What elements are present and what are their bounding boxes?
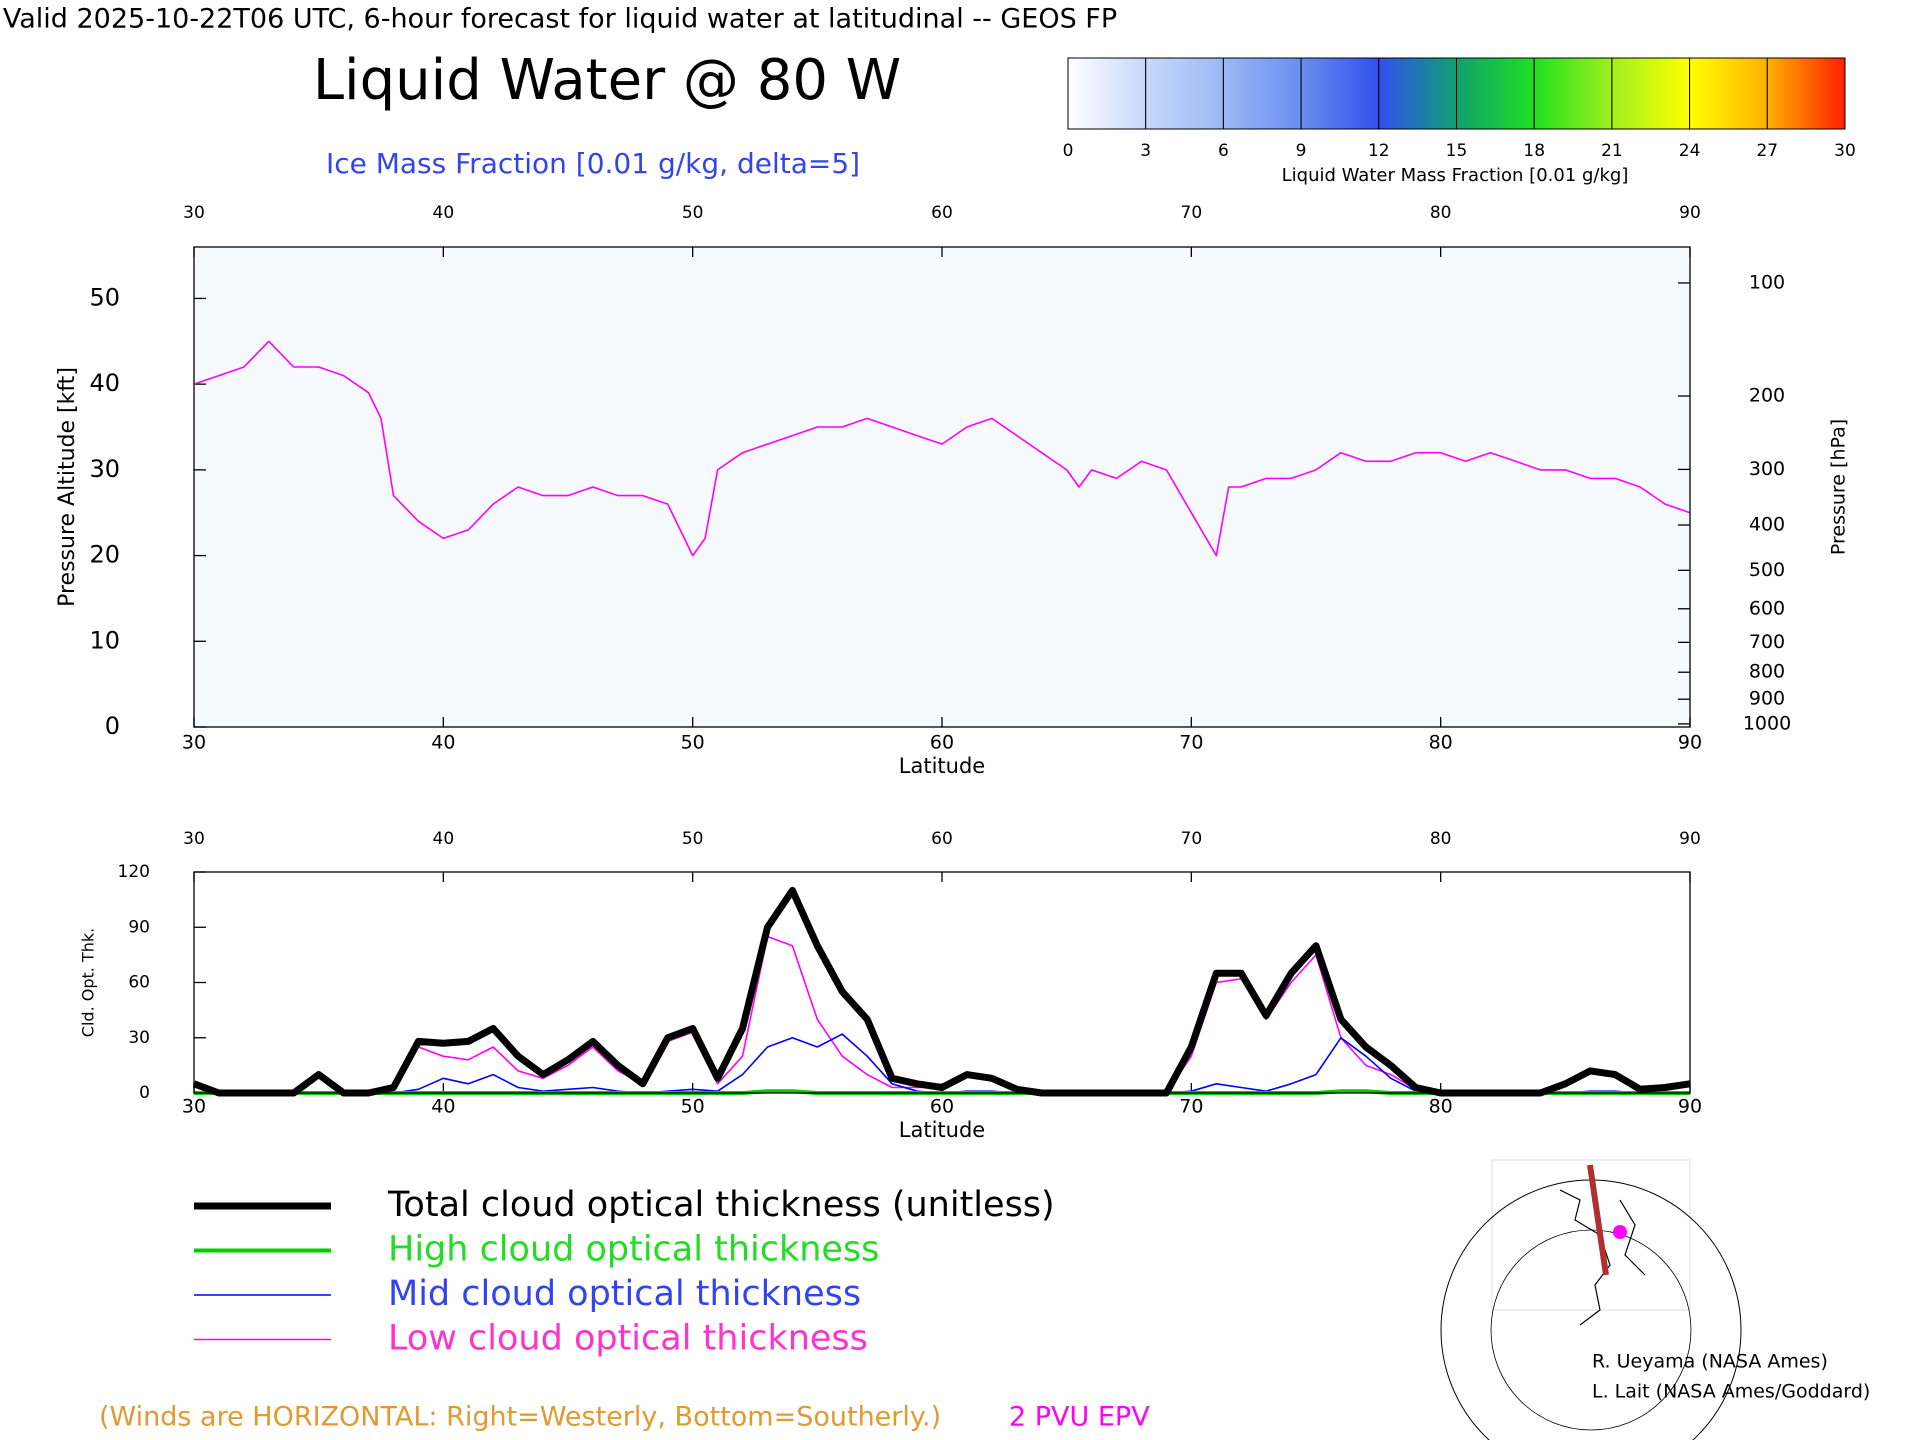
y2-tick-label: 1000 [1743, 712, 1791, 734]
contour-label: Ice Mass Fraction [0.01 g/kg, delta=5] [326, 147, 860, 180]
x-tick-label: 60 [930, 732, 954, 754]
colorbar-segment [1611, 57, 1691, 130]
x-tick-label-top: 30 [183, 829, 205, 849]
x-tick-label: 90 [1678, 732, 1702, 754]
plot-frame [193, 871, 1691, 1094]
wind-note: (Winds are HORIZONTAL: Right=Westerly, B… [99, 1402, 941, 1433]
plot-area [194, 872, 1690, 1093]
legend-label: Mid cloud optical thickness [388, 1274, 861, 1314]
x-tick-label: 70 [1179, 1096, 1203, 1118]
colorbar-segment [1378, 57, 1458, 130]
y2-tick-label: 100 [1749, 271, 1785, 293]
y2-tick-label: 300 [1749, 458, 1785, 480]
y-tick-label: 90 [128, 917, 150, 937]
legend-label: High cloud optical thickness [388, 1230, 879, 1270]
epv-label: 2 PVU EPV [1009, 1402, 1150, 1433]
x-tick-label: 60 [930, 1096, 954, 1118]
credit: R. Ueyama (NASA Ames) [1592, 1351, 1828, 1373]
x-tick-label-top: 70 [1181, 829, 1203, 849]
colorbar-tick-label: 6 [1218, 141, 1229, 161]
x-tick-label-top: 70 [1181, 203, 1203, 223]
colorbar-tick-label: 15 [1446, 141, 1468, 161]
y-axis-label: Cld. Opt. Thk. [79, 928, 98, 1037]
x-tick-label: 50 [681, 732, 705, 754]
plot-area [194, 247, 1690, 727]
x-tick-label-top: 40 [433, 829, 455, 849]
y-tick-label: 30 [128, 1028, 150, 1048]
colorbar-segment [1766, 57, 1846, 130]
colorbar-segment [1533, 57, 1613, 130]
x-tick-label-top: 50 [682, 829, 704, 849]
y-tick-label: 120 [118, 862, 150, 882]
legend-label: Total cloud optical thickness (unitless) [387, 1185, 1055, 1225]
x-tick-label: 40 [431, 1096, 455, 1118]
x-tick-label-top: 50 [682, 203, 704, 223]
x-tick-label: 50 [681, 1096, 705, 1118]
colorbar-tick-label: 9 [1296, 141, 1307, 161]
colorbar-tick-label: 21 [1601, 141, 1623, 161]
x-tick-label-top: 30 [183, 203, 205, 223]
plot-frame [193, 246, 1691, 728]
x-tick-label: 80 [1429, 732, 1453, 754]
colorbar-segment [1145, 57, 1224, 130]
x-tick-label-top: 80 [1430, 829, 1452, 849]
y-tick-label: 10 [89, 626, 120, 654]
x-tick-label: 40 [431, 732, 455, 754]
map-section [1587, 1164, 1609, 1276]
y2-tick-label: 800 [1749, 661, 1785, 683]
y-tick-label: 20 [89, 541, 120, 569]
colorbar-tick-label: 12 [1368, 141, 1390, 161]
x-tick-label-top: 80 [1430, 203, 1452, 223]
locator-map [1440, 1159, 1742, 1440]
x-tick-label-top: 60 [931, 829, 953, 849]
x-axis-label: Latitude [899, 1118, 985, 1142]
x-tick-label-top: 90 [1679, 203, 1701, 223]
y-tick-label: 50 [89, 283, 120, 311]
colorbar-segment [1456, 57, 1535, 130]
map-frame [1491, 1159, 1691, 1311]
y2-tick-label: 200 [1749, 385, 1785, 407]
x-tick-label: 30 [182, 1096, 206, 1118]
page-title: Valid 2025-10-22T06 UTC, 6-hour forecast… [3, 4, 1117, 35]
legend-label: Low cloud optical thickness [388, 1319, 868, 1359]
colorbar-tick-label: 24 [1679, 141, 1701, 161]
colorbar-tick-label: 0 [1063, 141, 1074, 161]
y2-tick-label: 600 [1749, 597, 1785, 619]
y-tick-label: 30 [89, 455, 120, 483]
x-tick-label: 80 [1429, 1096, 1453, 1118]
y-tick-label: 60 [128, 973, 150, 993]
x-tick-label: 70 [1179, 732, 1203, 754]
colorbar-tick-label: 3 [1140, 141, 1151, 161]
x-tick-label: 30 [182, 732, 206, 754]
x-tick-label-top: 40 [433, 203, 455, 223]
y-tick-label: 40 [89, 369, 120, 397]
y2-tick-label: 400 [1749, 514, 1785, 536]
y2-axis-label: Pressure [hPa] [1828, 419, 1850, 555]
y2-tick-label: 900 [1749, 688, 1785, 710]
colorbar-segment [1689, 57, 1768, 130]
y-tick-label: 0 [139, 1083, 150, 1103]
x-tick-label: 90 [1678, 1096, 1702, 1118]
credit: L. Lait (NASA Ames/Goddard) [1592, 1381, 1870, 1403]
colorbar-tick-label: 27 [1756, 141, 1778, 161]
colorbar-tick-label: 30 [1834, 141, 1856, 161]
y2-tick-label: 500 [1749, 559, 1785, 581]
colorbar-segment [1222, 57, 1302, 130]
colorbar-segment [1300, 57, 1380, 130]
map-marker [1613, 1225, 1627, 1239]
series-layer [193, 340, 1691, 557]
colorbar-label: Liquid Water Mass Fraction [0.01 g/kg] [1282, 165, 1629, 186]
y-tick-label: 0 [105, 712, 120, 740]
colorbar-tick-label: 18 [1523, 141, 1545, 161]
x-tick-label-top: 60 [931, 203, 953, 223]
series-line [193, 340, 1691, 557]
x-tick-label-top: 90 [1679, 829, 1701, 849]
x-axis-label: Latitude [899, 754, 985, 778]
colorbar-segment [1067, 57, 1147, 130]
y2-tick-label: 700 [1749, 631, 1785, 653]
chart-title: Liquid Water @ 80 W [313, 48, 901, 113]
y-axis-label: Pressure Altitude [kft] [55, 367, 80, 607]
